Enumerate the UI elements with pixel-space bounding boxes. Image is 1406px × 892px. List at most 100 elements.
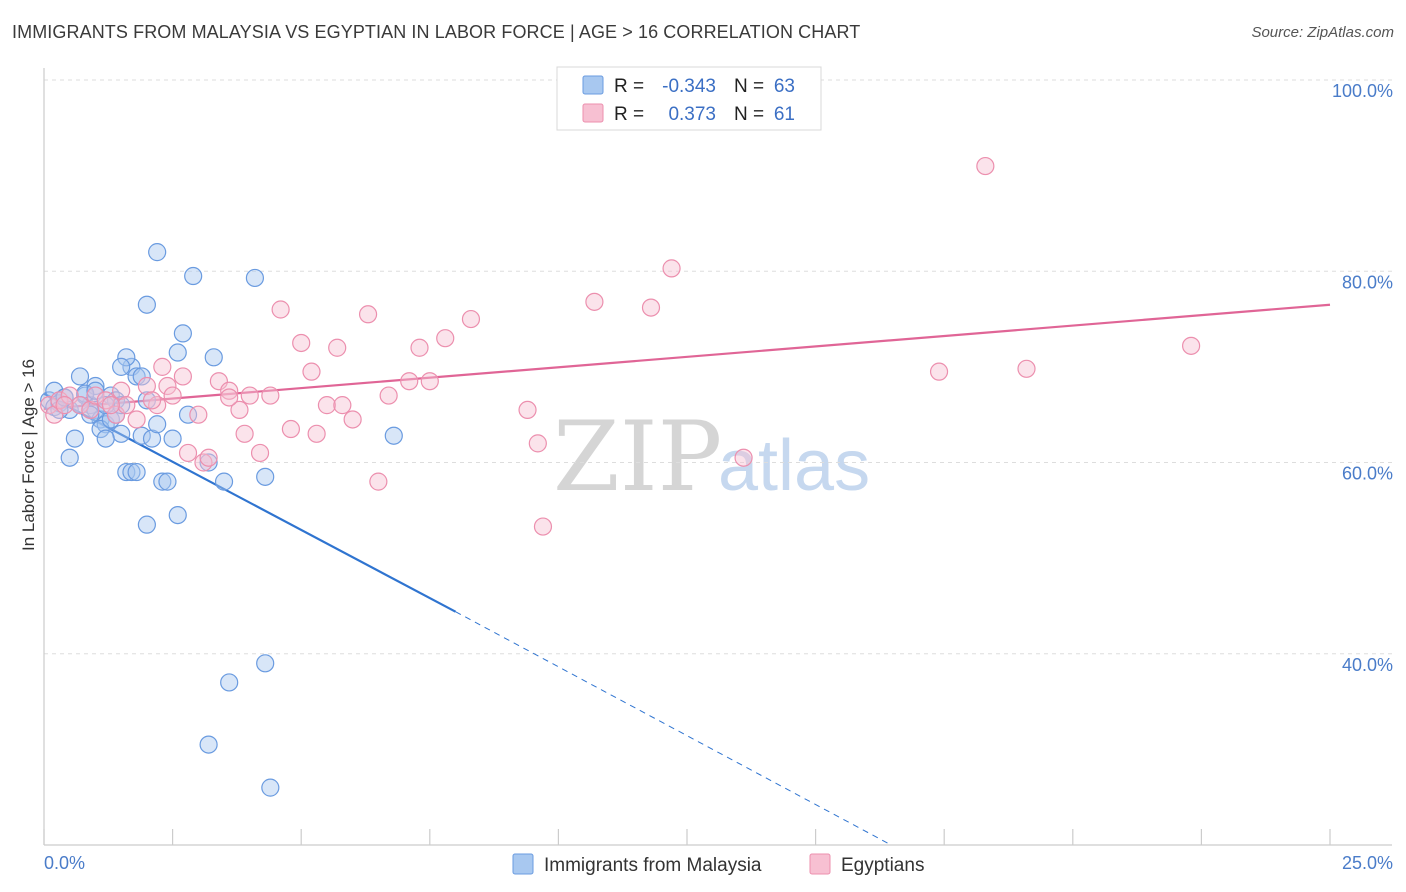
point-malaysia — [132, 426, 151, 445]
legend-r-label-malaysia: R = — [614, 76, 644, 97]
point-egyptians — [929, 362, 949, 381]
legend-n-value-malaysia: 63 — [774, 76, 795, 97]
y-axis-label: In Labor Force | Age > 16 — [19, 359, 38, 551]
point-egyptians — [1182, 336, 1201, 355]
y-tick-label: 60.0% — [1342, 464, 1393, 484]
point-malaysia — [127, 462, 146, 482]
point-malaysia — [96, 429, 115, 448]
point-malaysia — [384, 426, 403, 445]
point-malaysia — [245, 268, 265, 288]
point-egyptians — [410, 338, 429, 357]
point-egyptians — [142, 391, 162, 410]
point-malaysia — [199, 453, 218, 472]
point-egyptians — [55, 396, 74, 415]
point-egyptians — [117, 396, 136, 415]
series-legend: Immigrants from Malaysia Egyptians — [512, 853, 924, 876]
y-tick-label: 80.0% — [1342, 272, 1393, 292]
point-egyptians — [358, 305, 378, 324]
point-malaysia — [112, 424, 131, 443]
point-malaysia — [184, 266, 203, 286]
point-egyptians — [250, 443, 270, 463]
point-egyptians — [178, 443, 198, 463]
series-legend-label-malaysia: Immigrants from Malaysia — [544, 855, 762, 876]
point-malaysia — [158, 472, 177, 491]
point-egyptians — [317, 396, 337, 415]
x-ticks — [43, 829, 1331, 845]
point-egyptians — [163, 386, 182, 405]
point-malaysia — [214, 472, 234, 491]
point-egyptians — [662, 259, 681, 278]
point-malaysia — [261, 778, 280, 797]
point-malaysia — [65, 429, 84, 448]
point-egyptians — [235, 424, 254, 443]
point-malaysia — [163, 429, 182, 448]
axes — [43, 68, 1392, 846]
point-malaysia — [112, 357, 131, 376]
data-points — [40, 156, 1201, 797]
correlation-legend: R = -0.343 N = 63 R = 0.373 N = 61 — [556, 66, 822, 131]
point-egyptians — [40, 396, 59, 415]
point-egyptians — [518, 400, 537, 420]
point-egyptians — [220, 381, 239, 400]
y-tick-label: 40.0% — [1342, 655, 1393, 675]
trend-lines — [43, 303, 1331, 844]
point-egyptians — [641, 298, 661, 317]
point-egyptians — [189, 405, 208, 424]
point-egyptians — [302, 362, 321, 381]
point-egyptians — [528, 434, 547, 453]
trend-line-malaysia-extension — [455, 611, 888, 844]
point-malaysia — [148, 415, 167, 434]
point-malaysia — [173, 324, 192, 343]
point-egyptians — [1017, 359, 1036, 378]
legend-n-label-egyptians: N = — [734, 104, 764, 125]
series-legend-swatch-malaysia — [512, 853, 534, 875]
point-malaysia — [142, 429, 162, 448]
point-egyptians — [533, 517, 553, 536]
point-malaysia — [117, 348, 136, 367]
point-egyptians — [86, 386, 105, 405]
point-egyptians — [261, 386, 280, 405]
legend-r-value-malaysia: -0.343 — [662, 76, 716, 97]
point-malaysia — [137, 515, 156, 534]
point-egyptians — [271, 300, 290, 319]
legend-swatch-malaysia — [582, 75, 604, 95]
series-legend-swatch-egyptians — [809, 853, 831, 875]
y-tick-labels: 40.0% 60.0% 80.0% 100.0% — [1332, 81, 1393, 675]
point-egyptians — [137, 376, 156, 396]
point-egyptians — [585, 292, 604, 311]
point-egyptians — [369, 472, 388, 491]
point-malaysia — [178, 405, 198, 424]
point-egyptians — [343, 410, 362, 429]
chart-title: IMMIGRANTS FROM MALAYSIA VS EGYPTIAN IN … — [12, 22, 861, 42]
point-malaysia — [153, 472, 172, 491]
point-malaysia — [132, 367, 151, 386]
point-egyptians — [461, 309, 481, 329]
x-tick-label-max: 25.0% — [1342, 853, 1393, 873]
point-egyptians — [230, 400, 249, 420]
x-tick-labels: 0.0% 25.0% — [44, 853, 1393, 873]
point-malaysia — [86, 376, 105, 396]
x-tick-label-min: 0.0% — [44, 853, 85, 873]
point-egyptians — [379, 386, 398, 405]
point-egyptians — [328, 338, 347, 357]
point-malaysia — [199, 735, 218, 754]
legend-n-value-egyptians: 61 — [774, 104, 795, 125]
point-malaysia — [168, 343, 187, 362]
gridlines — [44, 79, 1392, 655]
source-label: Source: ZipAtlas.com — [1251, 24, 1394, 41]
point-malaysia — [122, 462, 141, 482]
point-egyptians — [281, 419, 301, 439]
point-egyptians — [976, 156, 995, 176]
legend-n-label-malaysia: N = — [734, 76, 764, 97]
point-egyptians — [436, 329, 455, 348]
point-egyptians — [127, 410, 146, 429]
point-egyptians — [173, 367, 192, 386]
legend-r-label-egyptians: R = — [614, 104, 644, 125]
legend-r-value-egyptians: 0.373 — [668, 104, 716, 125]
trend-line-egyptians — [43, 303, 1331, 411]
point-malaysia — [256, 467, 275, 486]
point-egyptians — [112, 381, 131, 400]
point-egyptians — [70, 396, 90, 415]
point-egyptians — [153, 357, 172, 376]
point-egyptians — [81, 400, 100, 420]
